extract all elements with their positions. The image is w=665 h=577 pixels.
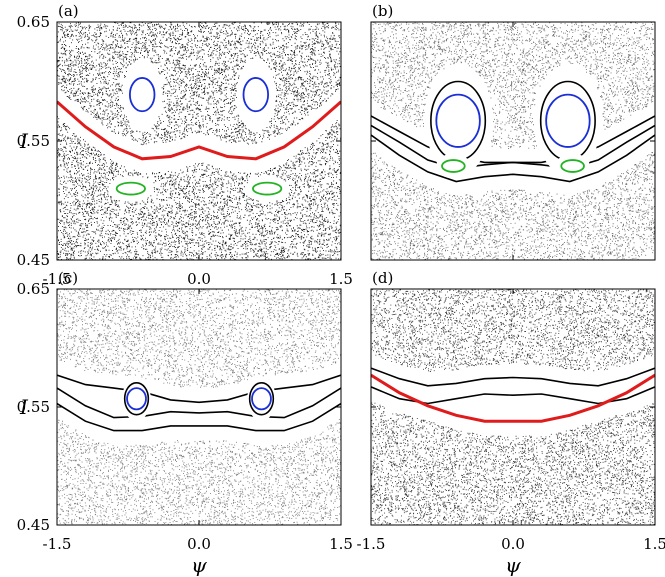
panel-label: (b) [372, 2, 393, 20]
x-tick-label: 0.0 [501, 535, 525, 553]
invariant-curve-2 [371, 386, 655, 405]
plot-area [371, 22, 655, 260]
island-orbit-2 [251, 387, 272, 411]
invariant-curve-3 [371, 373, 655, 423]
x-axis-label: ψ [505, 553, 521, 577]
panel-b: (b) [370, 2, 656, 261]
island-orbit-1 [126, 387, 147, 411]
island-clearing [247, 376, 276, 422]
island-clearing [535, 65, 601, 176]
x-tick-label: -1.5 [357, 535, 386, 553]
x-tick-label: 1.5 [329, 535, 353, 553]
island-clearing [109, 176, 153, 202]
y-tick-label: 0.55 [17, 398, 50, 416]
x-tick-label: 0.0 [187, 270, 211, 288]
chaotic-sea-points [371, 22, 655, 260]
invariant-curve-2 [371, 124, 655, 170]
panel-d: -1.5 0.0 1.5 ψ (d) [357, 269, 665, 577]
island-orbit-4 [252, 181, 283, 196]
plot-area [57, 22, 341, 260]
island-clearing [555, 153, 590, 179]
island-orbit-2 [545, 93, 591, 148]
separatrix-loop [123, 382, 150, 416]
island-clearing [436, 153, 471, 179]
invariant-curve-3 [57, 402, 341, 432]
x-tick-label: 1.5 [643, 535, 665, 553]
island-orbit-4 [560, 159, 585, 173]
panel-a: 0.65 0.55 0.45-1.5 0.0 1.5 I (a) [17, 2, 353, 288]
x-tick-label: -1.5 [43, 535, 72, 553]
invariant-curve-1 [57, 374, 341, 404]
island-orbit-1 [435, 93, 481, 148]
chaotic-sea-points [57, 289, 341, 525]
panel-label: (a) [58, 2, 79, 20]
x-tick-label: 0.0 [187, 535, 211, 553]
chaotic-sea-points [371, 289, 655, 525]
island-orbit-2 [242, 77, 270, 113]
invariant-curve-1 [57, 100, 341, 161]
invariant-curve-3 [371, 134, 655, 183]
island-clearing [123, 59, 161, 130]
plot-area [57, 289, 341, 525]
panel-c: 0.650.550.45-1.5 0.0 1.5Iψ(c) [17, 269, 353, 577]
x-tick-label: 1.5 [329, 270, 353, 288]
y-tick-label: 0.65 [17, 13, 50, 31]
island-clearing [237, 59, 275, 130]
y-axis-label: I [19, 129, 29, 153]
x-axis-label: ψ [191, 553, 207, 577]
island-clearing [122, 376, 151, 422]
island-orbit-3 [115, 181, 146, 196]
island-clearing [245, 176, 289, 202]
invariant-curve-1 [371, 367, 655, 387]
island-orbit-1 [128, 77, 156, 113]
plot-area [371, 289, 655, 525]
panel-label: (c) [58, 269, 78, 287]
x-tick-label: -1.5 [43, 270, 72, 288]
panel-frame [370, 288, 656, 526]
y-tick-label: 0.65 [17, 280, 50, 298]
island-clearing [425, 65, 491, 176]
invariant-curve-2 [57, 387, 341, 419]
y-tick-label: 0.55 [17, 132, 50, 150]
y-tick-label: 0.45 [17, 516, 50, 534]
y-axis-label: I [19, 395, 29, 419]
y-tick-label: 0.45 [17, 251, 50, 269]
panel-label: (d) [372, 269, 393, 287]
separatrix-loop [248, 382, 275, 416]
island-orbit-3 [441, 159, 466, 173]
chaotic-sea-points [57, 22, 341, 260]
